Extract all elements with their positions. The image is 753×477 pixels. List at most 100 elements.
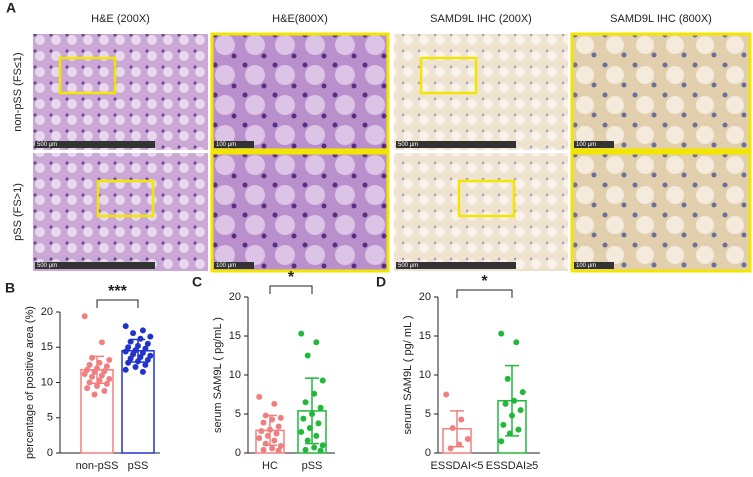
data-point [256,393,263,400]
y-axis-label: serum SAM9L ( pg/ mL ) [402,316,414,435]
data-point [86,379,93,386]
data-point [260,446,267,453]
data-point [302,446,309,453]
micrograph [210,151,390,273]
data-point [103,380,110,387]
significance-bracket [269,285,313,294]
data-point [86,361,93,368]
y-tick-label: 20 [229,291,241,303]
data-point [101,387,108,394]
data-point [509,412,515,419]
data-point [94,383,100,390]
y-tick-label: 10 [229,369,241,381]
data-point [447,445,454,452]
panel-label: A [6,0,16,16]
data-point [262,412,269,419]
data-point [125,359,132,366]
row-label: non-pSS (FS≤1) [12,52,24,131]
data-point [106,356,113,363]
scale-bar [35,141,155,148]
data-point [513,339,520,346]
data-point [317,447,324,454]
scale-bar [396,141,516,148]
scale-bar [574,262,614,269]
x-tick-label: pSS [302,460,323,472]
micrograph [394,153,568,271]
data-point [81,313,88,320]
data-point [147,333,154,340]
x-tick-label: pSS [128,460,149,472]
data-point [498,438,505,445]
data-point [277,442,284,449]
data-point [262,440,269,447]
data-point [275,447,282,454]
row-label: pSS (FS>1) [12,183,24,241]
scale-bar [214,262,254,269]
data-point [311,390,318,397]
data-point [275,423,282,430]
data-point [498,330,505,337]
data-point [96,377,103,384]
data-point [517,407,524,414]
data-point [449,425,456,432]
micrograph [570,151,752,273]
data-point [122,323,129,330]
data-point [300,415,307,422]
x-tick-label: ESSDAI≥5 [486,460,539,472]
data-point [122,348,129,355]
data-point [443,391,450,398]
data-point [298,330,305,337]
data-point [89,373,96,380]
data-point [306,425,313,432]
scale-bar-label: 100 µm [576,263,596,269]
data-point [302,399,309,406]
scale-bar-label: 100 µm [216,263,236,269]
data-point [89,354,96,361]
y-tick-label: 0 [47,447,53,459]
column-header: SAMD9L IHC (200X) [430,13,532,25]
data-point [511,397,518,404]
data-point [506,430,513,437]
y-tick-label: 5 [425,408,431,420]
data-point [122,366,129,373]
data-point [271,400,278,407]
y-tick-label: 15 [419,330,431,342]
y-tick-label: 20 [41,306,53,318]
y-tick-label: 10 [41,376,53,388]
data-point [515,426,522,433]
data-point [132,363,139,370]
data-point [271,437,278,444]
significance-label: *** [108,283,127,300]
data-point [267,426,273,433]
data-point [304,352,311,359]
y-tick-label: 20 [419,291,431,303]
data-point [456,441,463,448]
y-axis-label: serum SAM9L ( pg/mL ) [212,317,224,433]
data-point [139,327,146,334]
y-tick-label: 10 [419,369,431,381]
scale-bar [396,262,516,269]
data-point [106,375,113,382]
data-point [264,432,271,439]
data-point [135,358,141,365]
data-point [144,340,151,347]
error-bar [305,377,319,445]
data-point [500,421,507,428]
x-tick-label: non-pSS [76,460,119,472]
y-tick-label: 5 [235,408,241,420]
scale-bar [214,141,254,148]
x-tick-label: ESSDAI<5 [431,460,484,472]
data-point [137,335,144,342]
zoom-box [96,179,155,218]
scale-bar-label: 100 µm [576,142,596,148]
data-point [91,368,98,375]
data-point [81,371,88,378]
significance-label: * [288,269,295,286]
data-point [464,435,471,442]
data-point [504,375,511,382]
x-tick-label: HC [262,460,278,472]
data-point [298,428,305,435]
data-point [130,330,137,337]
y-tick-label: 5 [47,412,53,424]
